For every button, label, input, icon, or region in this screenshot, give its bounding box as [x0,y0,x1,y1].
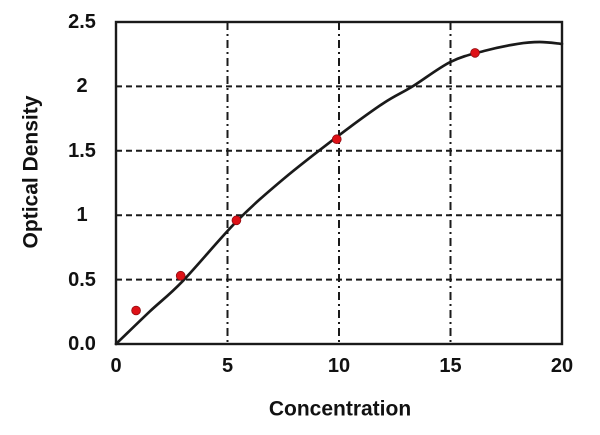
y-tick-label: 1 [76,204,88,227]
x-tick-label: 15 [439,355,462,377]
y-tick-label: 2.5 [68,11,96,33]
y-axis-title: Optical Density [19,95,43,249]
x-tick-label: 20 [550,355,574,377]
data-point [131,305,141,316]
y-tick-label: 0.5 [68,268,96,291]
data-point [175,270,186,281]
data-point [331,134,342,145]
data-point [470,48,480,58]
y-tick-label: 1.5 [68,139,96,162]
x-tick-label: 0 [110,355,122,377]
fitted-curve [114,40,564,346]
data-point [231,215,242,226]
x-tick-label: 10 [327,355,351,377]
x-tick-label: 5 [221,355,234,377]
y-tick-label: 0.0 [68,333,96,355]
x-axis-title: Concentration [268,397,412,421]
plot-border [114,20,564,346]
y-tick-label: 2 [76,75,88,98]
